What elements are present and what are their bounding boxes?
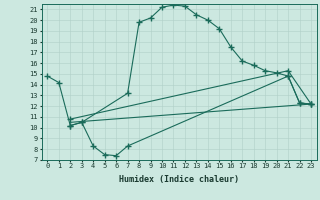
X-axis label: Humidex (Indice chaleur): Humidex (Indice chaleur) bbox=[119, 175, 239, 184]
